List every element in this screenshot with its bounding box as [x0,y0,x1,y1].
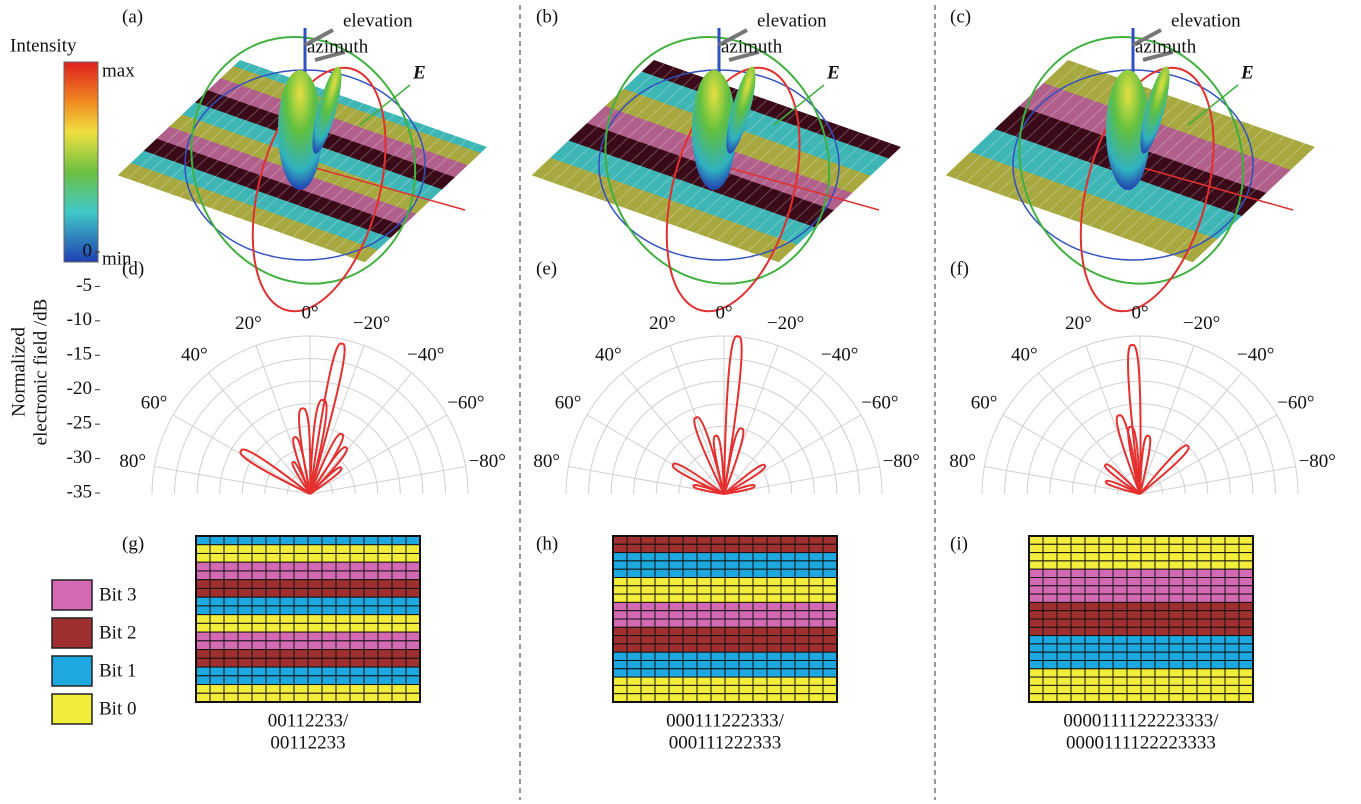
e-field-label: E [826,62,840,83]
coding-caption: 00112233 [270,732,345,753]
grid-spoke [622,373,724,494]
angle-tick-label: 0° [301,302,318,323]
grid-spoke [208,373,310,494]
coding-caption: 000111222333 [669,732,782,753]
r-tick-label: -5 [76,275,92,296]
e-field-label: E [1240,62,1254,83]
legend-label: Bit 3 [99,584,136,605]
angle-tick-label: −40° [1237,344,1274,365]
y-axis-title: electronic field /dB [30,299,51,446]
panel-label: (c) [950,6,971,27]
angle-tick-label: 80° [119,451,146,472]
azimuth-label: azimuth [307,36,369,57]
grid-spoke [1038,373,1140,494]
angle-tick-label: −60° [861,392,898,413]
panel-label: (f) [950,258,969,279]
angle-tick-label: 60° [141,392,168,413]
angle-tick-label: 60° [555,392,582,413]
angle-tick-label: −80° [469,451,506,472]
panel-label: (e) [536,258,557,279]
angle-tick-label: −20° [767,313,804,334]
legend-label: Bit 0 [99,698,136,719]
coding-caption: 0000111122223333/ [1063,710,1219,731]
angle-tick-label: 40° [181,344,208,365]
panel-label: (b) [536,6,558,27]
angle-tick-label: −40° [407,344,444,365]
angle-tick-label: −20° [353,313,390,334]
coding-caption: 000111222333/ [666,710,785,731]
r-tick-label: -25 [67,413,92,434]
legend-swatch [52,618,92,648]
y-axis-title: Normalized [8,327,29,417]
angle-tick-label: 20° [649,313,676,334]
legend-swatch [52,656,92,686]
legend-label: Bit 1 [99,660,136,681]
colorbar [64,62,98,262]
panel-label: (d) [122,258,144,279]
angle-tick-label: −60° [1277,392,1314,413]
angle-tick-label: −20° [1183,313,1220,334]
angle-tick-label: 80° [949,451,976,472]
angle-tick-label: 20° [235,313,262,334]
grid-spoke [310,373,412,494]
angle-tick-label: 20° [1065,313,1092,334]
e-field-label: E [412,62,426,83]
panel-label: (h) [536,533,558,554]
panel-label: (i) [950,533,968,554]
elevation-label: elevation [757,10,827,31]
azimuth-label: azimuth [1135,36,1197,57]
angle-tick-label: −60° [447,392,484,413]
elevation-label: elevation [343,10,413,31]
colorbar-title: Intensity [10,35,77,56]
r-tick-label: -10 [67,309,92,330]
r-tick-label: -15 [67,344,92,365]
panel-label: (g) [122,533,144,554]
angle-tick-label: 40° [595,344,622,365]
coding-caption: 0000111122223333 [1066,732,1216,753]
angle-tick-label: 60° [971,392,998,413]
r-tick-label: -20 [67,378,92,399]
r-tick-label: 0 [83,240,93,261]
panel-label: (a) [122,6,143,27]
r-tick-label: -30 [67,447,92,468]
angle-tick-label: −80° [883,451,920,472]
angle-tick-label: −40° [821,344,858,365]
azimuth-label: azimuth [721,36,783,57]
colorbar-max: max [102,60,135,81]
legend-label: Bit 2 [99,622,136,643]
legend-swatch [52,580,92,610]
angle-tick-label: 80° [533,451,560,472]
angle-tick-label: 0° [715,302,732,323]
angle-tick-label: 40° [1011,344,1038,365]
angle-tick-label: 0° [1131,302,1148,323]
grid-spoke [310,346,364,494]
coding-caption: 00112233/ [268,710,349,731]
legend-swatch [52,694,92,724]
r-tick-label: -35 [67,481,92,502]
figure: Intensity max min (a)elevationazimuthE(b… [0,0,1361,804]
elevation-label: elevation [1171,10,1241,31]
angle-tick-label: −80° [1299,451,1336,472]
